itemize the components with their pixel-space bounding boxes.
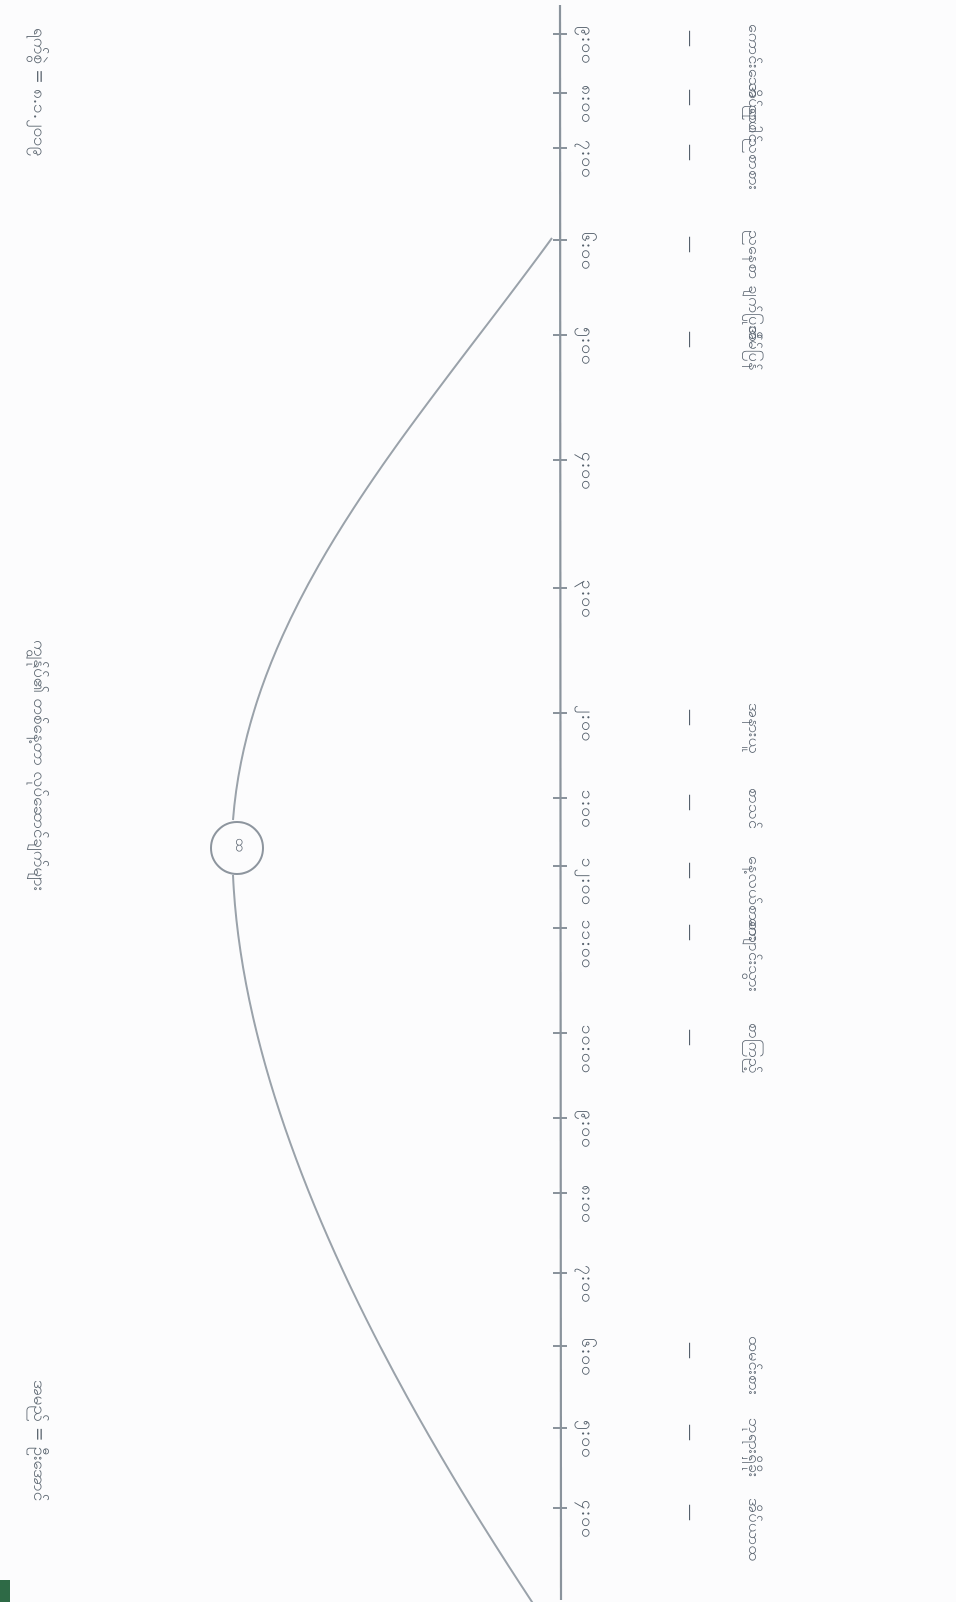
dash-separator: — xyxy=(680,89,700,107)
activity-label: အိမ်ပြန် xyxy=(745,325,764,371)
dash-separator: — xyxy=(680,1029,700,1047)
time-label: ၁၁:၀၀ xyxy=(577,920,597,969)
activity-label: အနားယူ xyxy=(745,703,764,754)
activity-label: ကျောင်းသွား xyxy=(745,918,764,992)
time-label: ၆:၀၀ xyxy=(577,1338,597,1377)
dash-separator: — xyxy=(680,709,700,727)
sleep-arc xyxy=(232,237,553,1602)
time-label: ၃:၀၀ xyxy=(577,580,597,619)
activity-label: အိပ်ရာဝင် xyxy=(745,83,764,143)
time-label: ၆:၀၀ xyxy=(577,232,597,271)
dash-separator: — xyxy=(680,1342,700,1360)
dash-separator: — xyxy=(680,862,700,880)
circle-label: ထ xyxy=(232,838,248,852)
activity-label: ဘုရားရှိခိုး xyxy=(745,1418,764,1478)
time-label: ၁:၀၀ xyxy=(577,790,597,829)
time-label: ၈:၀၀ xyxy=(577,85,597,124)
time-label: ၈:၀၀ xyxy=(577,1185,597,1224)
time-label: ၅:၀၀ xyxy=(577,1420,597,1459)
dash-separator: — xyxy=(680,331,700,349)
time-label: ၅:၀၀ xyxy=(577,327,597,366)
title-line: ကျွန်ုပ်၏ တစ်နေ့တာ လုပ်ဆောင်ချက်များ xyxy=(29,640,49,892)
time-label: ၁၂:၀၀ xyxy=(577,858,597,906)
timeline-axis xyxy=(558,4,563,1601)
time-label: ၉:၀၀ xyxy=(577,1110,597,1149)
dash-separator: — xyxy=(680,30,700,48)
time-label: ၂:၀၀ xyxy=(577,705,597,743)
name-line: အမည် = ဦးအောင် xyxy=(29,1380,49,1502)
sleep-arc-lower xyxy=(235,880,552,1602)
dash-separator: — xyxy=(680,1504,700,1522)
time-label: ၄:၀၀ xyxy=(577,1500,597,1539)
dash-separator: — xyxy=(680,1424,700,1442)
activity-label: အိပ်ယာထ xyxy=(745,1498,764,1562)
dash-separator: — xyxy=(680,144,700,162)
activity-label: စာကြည့် xyxy=(745,1023,764,1074)
binder-edge xyxy=(0,1580,10,1602)
time-label: ၄:၀၀ xyxy=(577,452,597,491)
date-line: ရက်စွဲ = ၈.၁.၂၀၁၉ xyxy=(29,28,49,157)
time-label: ၉:၀၀ xyxy=(577,26,597,65)
dash-separator: — xyxy=(680,924,700,942)
time-label: ၇:၀၀ xyxy=(577,1265,597,1304)
center-circle xyxy=(210,821,264,875)
dash-separator: — xyxy=(680,794,700,812)
dash-separator: — xyxy=(680,236,700,254)
time-label: ၇:၀၀ xyxy=(577,140,597,179)
activity-label: ထမင်းစား xyxy=(745,1336,764,1396)
activity-label: စာသင် xyxy=(745,788,764,830)
time-label: ၁၀:၀၀ xyxy=(577,1025,597,1074)
activity-label: ညစာစား xyxy=(745,138,764,191)
